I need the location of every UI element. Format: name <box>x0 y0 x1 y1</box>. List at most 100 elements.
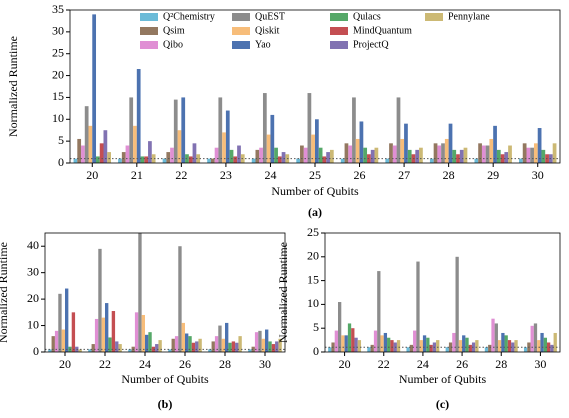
bar <box>537 128 542 163</box>
bar <box>357 340 362 352</box>
bar <box>404 123 408 163</box>
bar <box>208 349 212 352</box>
bar <box>218 97 223 163</box>
bar <box>54 330 59 352</box>
bar <box>237 145 241 163</box>
bar <box>526 147 531 163</box>
bar <box>238 336 242 352</box>
legend-label: Q²Chemistry <box>163 11 215 22</box>
bar <box>484 347 489 352</box>
bar <box>533 323 538 352</box>
y-tick-label: 10 <box>307 296 319 310</box>
bar <box>437 145 442 163</box>
bar <box>218 325 222 352</box>
bar <box>387 337 391 352</box>
bar <box>229 149 234 163</box>
bar <box>136 69 141 163</box>
y-tick-label: 0 <box>58 155 64 169</box>
plot-frame <box>44 232 286 353</box>
bar <box>429 158 434 163</box>
bar <box>166 152 171 163</box>
x-tick-label: 30 <box>534 357 546 371</box>
bar <box>354 337 358 352</box>
bar <box>214 336 219 352</box>
legend-swatch <box>232 41 250 49</box>
bar <box>419 340 423 352</box>
bar <box>396 340 401 352</box>
bar <box>441 143 445 163</box>
bar <box>162 158 167 163</box>
bar <box>444 138 449 163</box>
y-tick-label: 25 <box>52 45 64 59</box>
bar <box>315 119 319 163</box>
bar <box>543 337 547 352</box>
bar <box>455 256 459 352</box>
bar <box>61 329 65 352</box>
bar <box>65 288 69 352</box>
bar <box>456 154 460 163</box>
bar <box>181 97 186 163</box>
x-tick-label: 26 <box>179 357 191 371</box>
bar <box>88 125 93 163</box>
bar <box>348 145 353 163</box>
bar <box>268 341 272 352</box>
bar <box>133 125 137 163</box>
bar <box>422 335 427 352</box>
bar <box>530 325 534 352</box>
y-tick-label: 15 <box>307 272 319 286</box>
bar <box>174 336 179 352</box>
bar <box>429 344 433 352</box>
bar <box>385 158 390 163</box>
bar <box>115 341 119 352</box>
bar <box>58 293 62 352</box>
x-tick-label: 28 <box>495 357 507 371</box>
bar <box>258 330 262 352</box>
bar <box>463 147 468 163</box>
bar <box>94 318 99 352</box>
x-tick-label: 28 <box>443 168 455 182</box>
x-tick-label: 27 <box>398 168 410 182</box>
x-tick-label: 21 <box>131 168 143 182</box>
bar <box>108 337 112 352</box>
bar <box>507 340 512 352</box>
bar <box>329 149 334 163</box>
legend-label: Qibo <box>163 39 183 50</box>
bar <box>275 341 279 352</box>
bar <box>195 341 199 352</box>
bar <box>374 147 379 163</box>
bar <box>322 156 327 163</box>
legend-label: Pennylane <box>448 11 490 22</box>
bar <box>138 233 142 352</box>
bar <box>118 344 122 352</box>
bar <box>326 152 330 163</box>
bar <box>185 333 189 352</box>
bar <box>107 152 111 163</box>
bar <box>281 152 286 163</box>
bar <box>48 349 52 352</box>
bar <box>311 134 315 163</box>
bar <box>277 156 282 163</box>
bar <box>519 158 523 163</box>
bar <box>390 340 394 352</box>
bar <box>228 342 232 352</box>
bar <box>92 14 97 163</box>
bar <box>233 156 238 163</box>
bar <box>504 152 509 163</box>
bar <box>118 158 122 163</box>
bar <box>274 147 278 163</box>
bar <box>351 328 355 352</box>
bar <box>426 337 430 352</box>
bar <box>496 149 501 163</box>
bar <box>389 143 393 163</box>
legend-label: QuEST <box>255 11 285 22</box>
bar <box>341 335 345 352</box>
caption: (b) <box>158 397 173 411</box>
bar <box>191 342 196 352</box>
bar <box>419 147 423 163</box>
x-tick-label: 22 <box>99 357 111 371</box>
bar <box>198 338 202 352</box>
y-tick-label: 30 <box>27 264 39 278</box>
bar <box>416 261 420 352</box>
caption: (c) <box>436 397 449 411</box>
